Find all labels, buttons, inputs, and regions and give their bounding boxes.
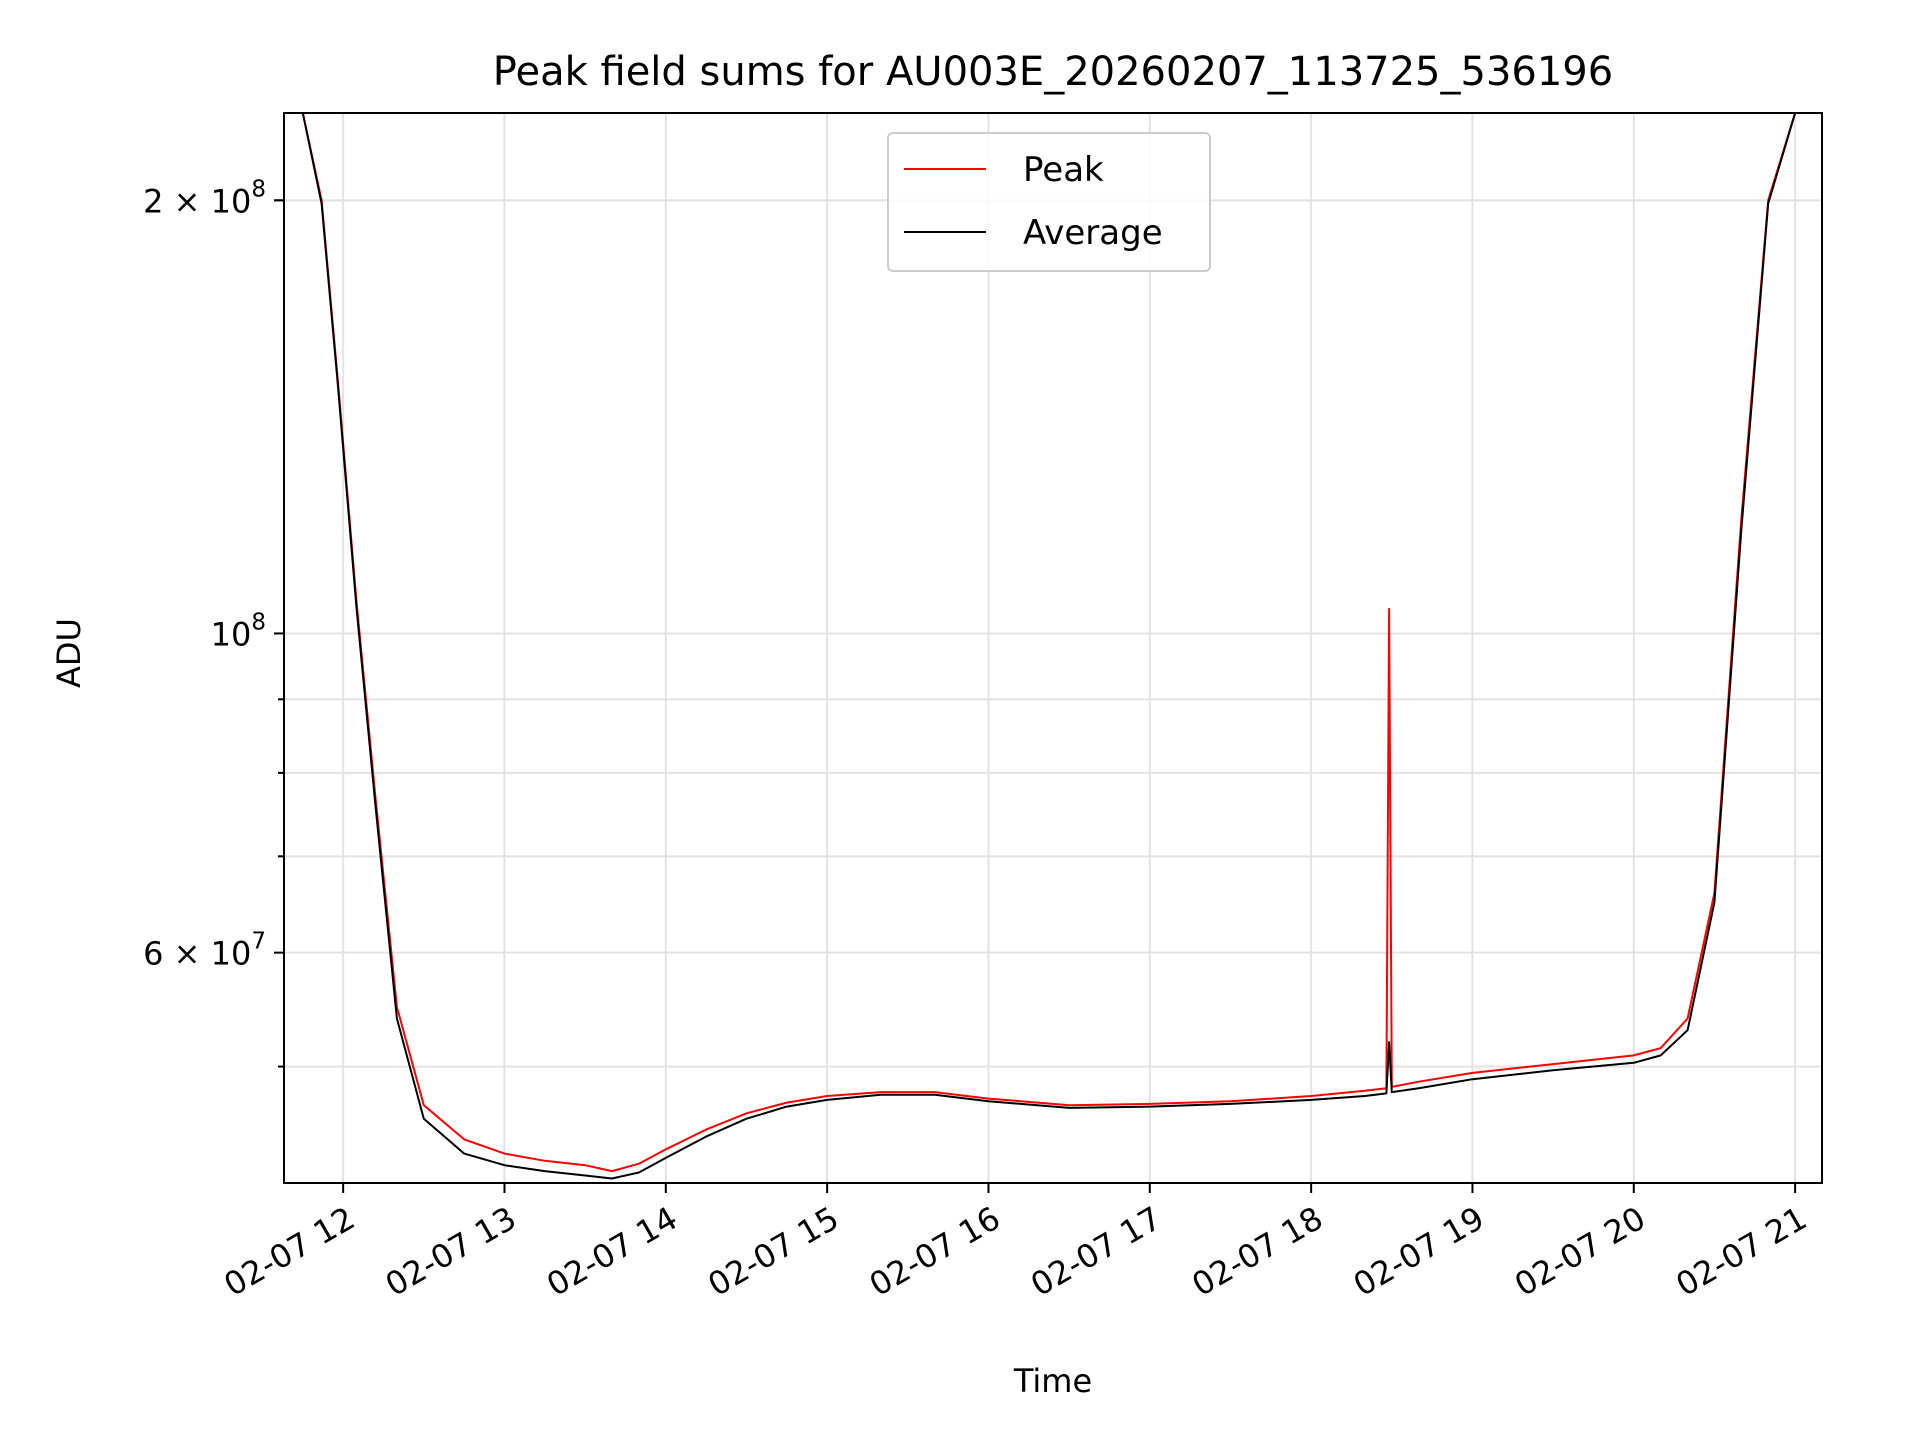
y-tick-base: 10 <box>211 615 252 653</box>
y-tick-times: × 10 <box>163 182 251 220</box>
y-tick-label: 2 × 108 <box>143 176 266 220</box>
chart-title: Peak field sums for AU003E_20260207_1137… <box>493 49 1613 95</box>
legend-label: Average <box>1023 213 1163 253</box>
y-tick-mantissa: 6 <box>143 935 163 973</box>
y-tick-label: 108 <box>211 609 266 653</box>
y-tick-label: 6 × 107 <box>143 929 266 973</box>
y-tick-times: × 10 <box>163 935 251 973</box>
legend-label: Peak <box>1023 150 1104 190</box>
y-tick-exponent: 8 <box>251 176 266 202</box>
x-axis-label: Time <box>1013 1362 1092 1400</box>
series-line-peak <box>301 113 1797 1173</box>
series-lines <box>301 113 1797 1180</box>
y-tick-exponent: 7 <box>251 929 266 955</box>
grid <box>284 113 1822 1183</box>
series-line-average <box>301 113 1797 1180</box>
plot-frame <box>283 112 1823 1184</box>
y-tick-exponent: 8 <box>251 609 266 635</box>
legend: Peak Average <box>887 132 1211 272</box>
y-tick-mantissa: 2 <box>143 182 163 220</box>
legend-box <box>887 132 1211 272</box>
y-axis-label: ADU <box>50 618 88 688</box>
